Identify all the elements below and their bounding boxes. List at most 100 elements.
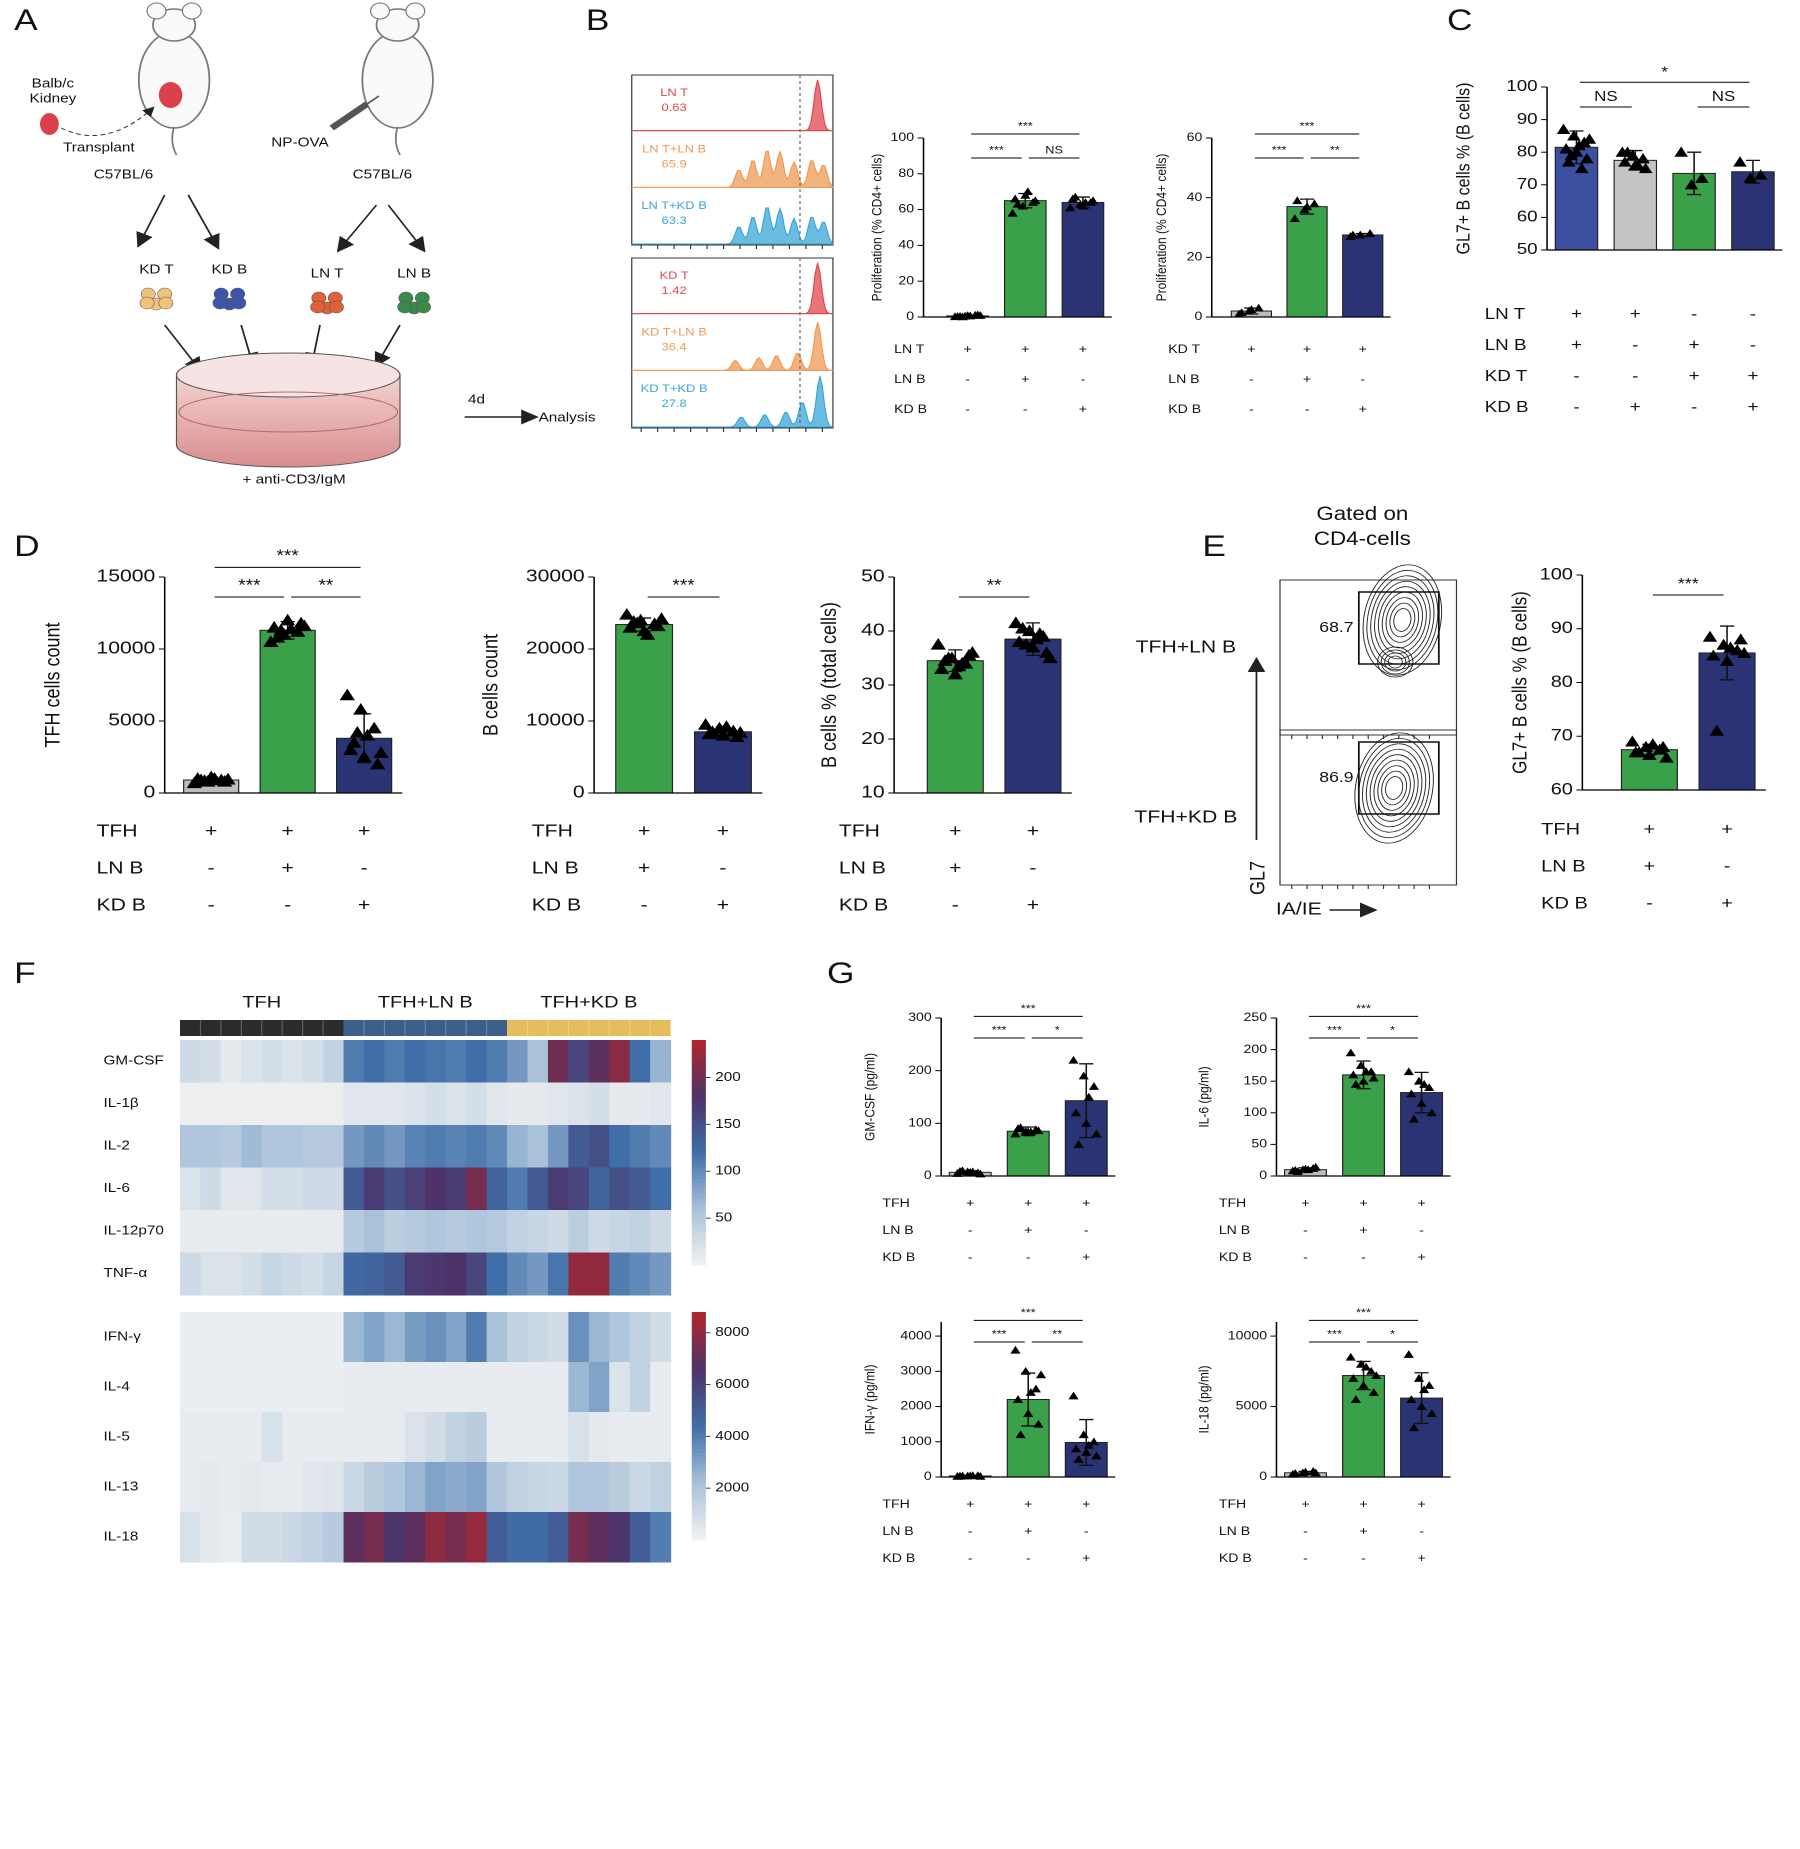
y-axis-label: IL-18 (pg/ml)	[1195, 1366, 1211, 1434]
heatmap-cell	[180, 1412, 202, 1463]
condition-sign: +	[1689, 336, 1700, 354]
condition-sign: +	[1571, 336, 1582, 354]
colorbar-step	[691, 1391, 706, 1396]
heatmap-cell	[629, 1362, 651, 1413]
heatmap-cell	[241, 1210, 263, 1253]
heatmap-cell	[241, 1462, 263, 1513]
condition-sign: +	[964, 342, 972, 356]
condition-sign: +	[1079, 342, 1087, 356]
heatmap-cell	[650, 1040, 672, 1083]
colorbar-step	[691, 1315, 706, 1320]
y-tick-label: 3000	[900, 1363, 931, 1377]
heatmap-cell	[445, 1167, 467, 1211]
colorbar-step	[691, 1460, 706, 1465]
heatmap-cell	[282, 1082, 304, 1126]
colorbar-step	[691, 1235, 706, 1240]
data-point	[1559, 143, 1573, 154]
heatmap-cell	[343, 1040, 365, 1083]
data-point	[1290, 1469, 1301, 1477]
data-point	[1366, 1366, 1377, 1375]
y-tick-label: 100	[1506, 77, 1538, 95]
heatmap-cell	[588, 1512, 610, 1563]
heatmap-cell	[200, 1312, 222, 1363]
condition-sign: +	[1359, 1196, 1367, 1210]
heatmap-cell	[343, 1125, 365, 1168]
significance-label: **	[1052, 1328, 1062, 1340]
arrow	[387, 204, 426, 253]
heatmap-cell	[486, 1252, 508, 1296]
condition-name: TFH	[96, 821, 137, 841]
condition-sign: +	[1359, 1524, 1367, 1538]
heatmap-cell	[220, 1040, 242, 1083]
condition-sign: +	[1027, 895, 1039, 915]
heatmap-cell	[363, 1412, 385, 1463]
colorbar-step	[691, 1338, 706, 1343]
condition-sign: -	[1249, 372, 1254, 386]
heatmap-cell	[507, 1362, 529, 1413]
arrow	[336, 204, 378, 253]
heatmap-cell	[445, 1412, 467, 1463]
bar	[1061, 201, 1105, 318]
heatmap-cell	[404, 1312, 426, 1363]
significance-label: ***	[989, 144, 1004, 156]
data-point	[269, 631, 286, 643]
bar	[1342, 1074, 1386, 1177]
significance-label: *	[1390, 1328, 1395, 1340]
heatmap-cell	[547, 1125, 569, 1168]
data-point	[1403, 1067, 1414, 1076]
data-point	[1406, 1089, 1417, 1098]
colorbar-step	[691, 1100, 706, 1105]
histogram-value: 1.42	[662, 284, 688, 297]
heatmap-cell	[527, 1412, 549, 1463]
heatmap-cell	[302, 1082, 324, 1126]
heatmap-cell	[466, 1362, 488, 1413]
colorbar-step	[691, 1483, 706, 1488]
condition-sign: -	[1303, 1250, 1308, 1264]
heatmap-cell	[302, 1462, 324, 1513]
colorbar-step	[691, 1319, 706, 1324]
data-point	[1022, 187, 1033, 196]
data-point	[1070, 192, 1081, 201]
colorbar-step	[691, 1452, 706, 1457]
heatmap-cell	[507, 1412, 529, 1463]
error-bar	[1720, 625, 1735, 681]
data-point	[1636, 152, 1650, 164]
dish-wall	[175, 375, 401, 468]
data-point	[1564, 149, 1579, 161]
heatmap-cell	[588, 1462, 610, 1513]
data-point	[1580, 152, 1594, 164]
colorbar-step	[691, 1171, 706, 1176]
heatmap-cell	[609, 1412, 631, 1463]
colorbar-step	[691, 1418, 706, 1423]
y-tick-label: 0	[924, 1168, 932, 1182]
condition-sign: -	[361, 858, 368, 878]
heatmap-cell	[527, 1040, 549, 1083]
heatmap-cell	[425, 1412, 447, 1463]
significance-label: ***	[277, 546, 299, 564]
condition-sign: +	[1301, 1497, 1309, 1511]
heatmap-cell	[220, 1252, 242, 1296]
data-point	[1625, 735, 1640, 747]
data-point	[366, 721, 382, 734]
condition-sign: +	[1359, 402, 1367, 416]
colorbar-step	[691, 1517, 706, 1522]
colorbar-step	[691, 1395, 706, 1400]
data-point	[1010, 1345, 1021, 1354]
data-point	[704, 725, 721, 737]
heatmap-cell	[650, 1512, 672, 1563]
y-tick-label: 0	[1194, 309, 1202, 323]
condition-sign: +	[717, 821, 729, 841]
cell	[231, 296, 247, 310]
colorbar-step	[691, 1212, 706, 1217]
cell-label: LN T	[311, 266, 344, 281]
data-point	[1015, 1123, 1026, 1132]
heatmap-cell	[650, 1210, 672, 1253]
y-tick-label: 150	[1244, 1073, 1268, 1087]
heatmap-cell	[629, 1312, 651, 1363]
condition-sign: +	[1689, 367, 1700, 385]
colorbar-step	[691, 1152, 706, 1157]
heatmap-cell	[425, 1512, 447, 1563]
donor-kidney	[40, 113, 59, 135]
y-tick-label: 30000	[526, 566, 585, 586]
